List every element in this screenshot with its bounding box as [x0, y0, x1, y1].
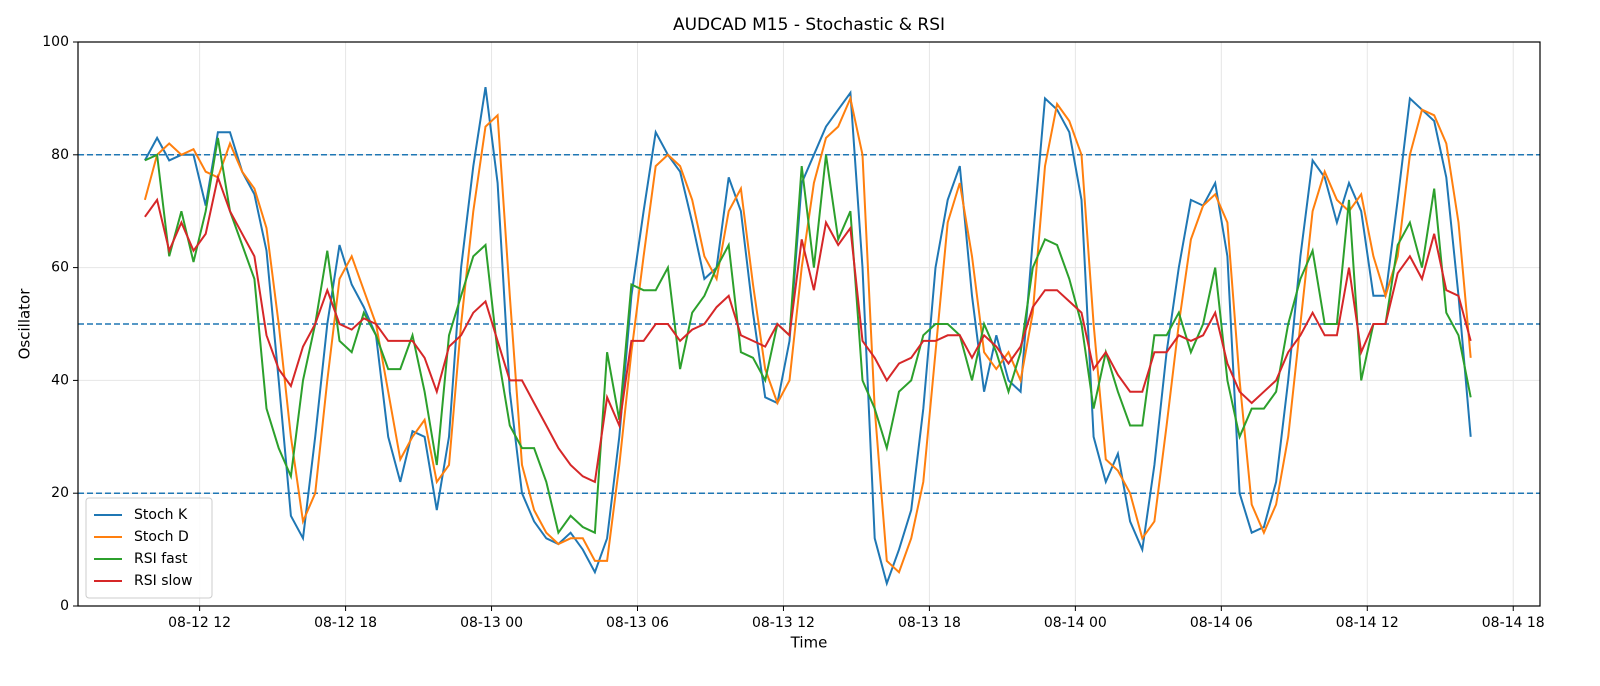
chart-title: AUDCAD M15 - Stochastic & RSI [673, 15, 945, 35]
x-tick-label: 08-12 18 [314, 615, 377, 631]
x-tick-label: 08-14 12 [1336, 615, 1399, 631]
y-tick-label: 80 [51, 147, 69, 163]
x-axis-label: Time [790, 634, 828, 652]
y-tick-label: 60 [51, 260, 69, 276]
legend-label: RSI slow [134, 573, 192, 589]
y-tick-label: 40 [51, 372, 69, 388]
x-tick-label: 08-12 12 [168, 615, 231, 631]
x-tick-label: 08-13 18 [898, 615, 961, 631]
legend-label: Stoch D [134, 529, 189, 545]
x-tick-label: 08-14 06 [1190, 615, 1253, 631]
x-tick-label: 08-14 18 [1482, 615, 1545, 631]
line [144, 173, 1472, 484]
legend-label: RSI fast [134, 551, 188, 567]
x-tick-label: 08-13 12 [752, 615, 815, 631]
line [143, 95, 1472, 574]
line [144, 137, 1472, 536]
y-tick-label: 0 [60, 598, 69, 614]
line [144, 86, 1472, 587]
x-tick-label: 08-13 00 [460, 615, 523, 631]
x-tick-label: 08-13 06 [606, 615, 669, 631]
legend-label: Stoch K [134, 507, 188, 523]
y-tick-label: 100 [42, 34, 69, 50]
legend-box [85, 497, 213, 599]
y-tick-label: 20 [51, 485, 69, 501]
x-tick-label: 08-14 00 [1044, 615, 1107, 631]
plot-frame [77, 41, 1541, 607]
y-axis-label: Oscillator [16, 288, 34, 360]
